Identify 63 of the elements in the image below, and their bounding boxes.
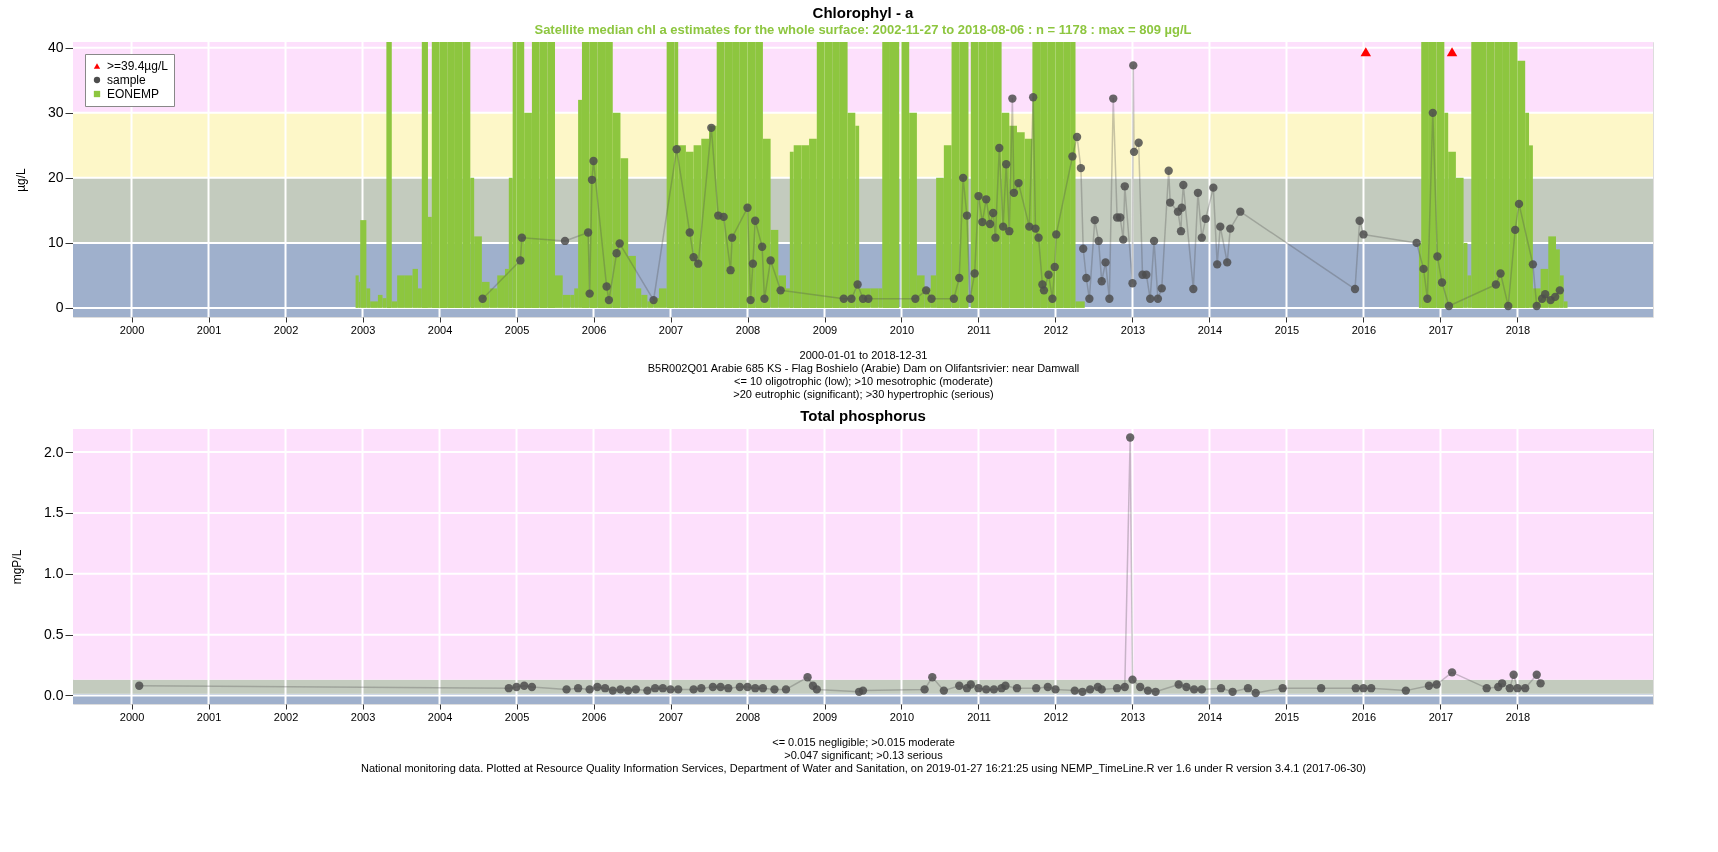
x-tick-label: 2010 <box>889 710 915 723</box>
y-axis-title: µg/L <box>13 167 28 192</box>
x-tick-label: 2011 <box>967 323 991 336</box>
x-tick-label: 2015 <box>1274 323 1300 336</box>
x-tick-label: 2003 <box>350 323 376 336</box>
x-tick-label: 2001 <box>196 710 222 723</box>
text: >20 eutrophic (significant); >30 hypertrophic (serious) <box>733 387 994 400</box>
x-tick-label: 2006 <box>581 710 607 723</box>
x-tick-label: 2013 <box>1120 710 1146 723</box>
y-tick-label: 20 <box>47 169 64 186</box>
x-tick-label: 2002 <box>273 323 299 336</box>
x-tick-label: 2009 <box>812 710 838 723</box>
x-tick-label: 2008 <box>735 323 761 336</box>
text: >0.047 significant; >0.13 serious <box>784 748 944 761</box>
x-tick-label: 2006 <box>581 323 607 336</box>
y-axis-title: mgP/L <box>10 549 25 585</box>
y-tick-label: 40 <box>47 39 64 56</box>
x-tick-label: 2014 <box>1197 710 1223 723</box>
y-tick-label: 0.0 <box>44 686 64 703</box>
text: 2000-01-01 to 2018-12-31 <box>799 348 928 361</box>
x-tick-label: 2005 <box>504 710 530 723</box>
x-tick-label: 2015 <box>1274 710 1300 723</box>
text: <= 0.015 negligible; >0.015 moderate <box>772 735 955 748</box>
y-tick-label: 30 <box>47 104 64 121</box>
x-tick-label: 2018 <box>1505 710 1531 723</box>
x-tick-label: 2000 <box>119 710 145 723</box>
x-tick-label: 2012 <box>1043 710 1069 723</box>
x-tick-label: 2012 <box>1043 323 1069 336</box>
text: B5R002Q01 Arabie 685 KS - Flag Boshielo (Arabie) Dam on Olifantsrivier: near Damwall <box>647 361 1080 374</box>
x-tick-label: 2014 <box>1197 323 1223 336</box>
x-tick-label: 2002 <box>273 710 299 723</box>
x-tick-label: 2017 <box>1428 710 1454 723</box>
x-tick-label: 2004 <box>427 710 453 723</box>
x-tick-label: 2013 <box>1120 323 1146 336</box>
x-tick-label: 2007 <box>658 323 684 336</box>
x-tick-label: 2003 <box>350 710 376 723</box>
chart-subtitle: Satellite median chl a estimates for the whole surface: 2002-11-27 to 2018-08-06 : n = 1178 : max = 809 µg/L <box>534 21 1192 37</box>
x-tick-label: 2016 <box>1351 710 1377 723</box>
y-tick-label: 0 <box>55 299 64 316</box>
legend-label: >=39.4µg/L <box>107 59 169 73</box>
text: National monitoring data. Plotted at Resource Quality Information Services, Department of Water and Sanitation, on 2019-01-27 16:21:25 using NEMP_TimeLine.R ver 1.6 under R version 3.4.1 (2017-06-30) <box>360 761 1367 774</box>
y-tick-label: 10 <box>47 234 64 251</box>
chart-title: Chlorophyl - a <box>812 3 915 21</box>
x-tick-label: 2000 <box>119 323 145 336</box>
x-tick-label: 2011 <box>967 710 991 723</box>
x-tick-label: 2018 <box>1505 323 1531 336</box>
x-tick-label: 2009 <box>812 323 838 336</box>
legend-label: EONEMP <box>107 87 160 101</box>
text: <= 10 oligotrophic (low); >10 mesotrophic (moderate) <box>734 374 993 387</box>
x-tick-label: 2008 <box>735 710 761 723</box>
y-tick-label: 0.5 <box>44 626 64 643</box>
x-tick-label: 2010 <box>889 323 915 336</box>
y-tick-label: 1.5 <box>44 504 64 521</box>
x-tick-label: 2005 <box>504 323 530 336</box>
y-tick-label: 2.0 <box>44 443 64 460</box>
x-tick-label: 2017 <box>1428 323 1454 336</box>
x-tick-label: 2007 <box>658 710 684 723</box>
y-tick-label: 1.0 <box>44 565 64 582</box>
chart-title: Total phosphorus <box>800 407 926 424</box>
x-tick-label: 2001 <box>196 323 222 336</box>
x-tick-label: 2016 <box>1351 323 1377 336</box>
x-tick-label: 2004 <box>427 323 453 336</box>
legend-label: sample <box>107 73 147 87</box>
